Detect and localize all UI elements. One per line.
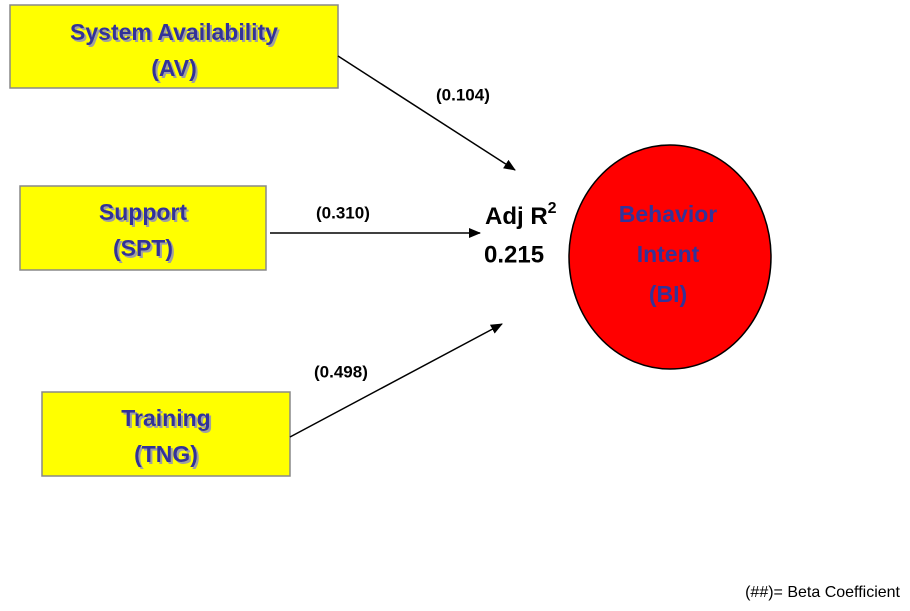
- node-box: [9, 4, 339, 89]
- edge-label: (0.498): [314, 362, 368, 381]
- node-label: Behavior: [619, 201, 717, 227]
- node-label: Support: [99, 199, 187, 225]
- node-label: System Availability: [70, 19, 278, 45]
- node-circle: [568, 144, 772, 370]
- node-label: (AV): [151, 55, 197, 81]
- edge-arrow: [289, 323, 503, 438]
- node-box: [41, 391, 291, 477]
- node-label: Intent: [637, 241, 700, 267]
- r-squared-text: Adj R: [485, 203, 548, 230]
- footnote: (##)= Beta Coefficient: [745, 584, 900, 601]
- r-squared-value: 0.215: [484, 241, 544, 268]
- node-box: [19, 185, 267, 271]
- node-label: Training: [121, 405, 210, 431]
- edge-label: (0.310): [316, 203, 370, 222]
- r-squared-label: Adj R2: [485, 200, 557, 230]
- node-label: (TNG): [134, 441, 198, 467]
- edge-arrow: [337, 55, 516, 171]
- node-label: (SPT): [113, 235, 173, 261]
- edge-label: (0.104): [436, 85, 490, 104]
- r-squared-superscript: 2: [548, 200, 557, 217]
- node-label: (BI): [649, 281, 687, 307]
